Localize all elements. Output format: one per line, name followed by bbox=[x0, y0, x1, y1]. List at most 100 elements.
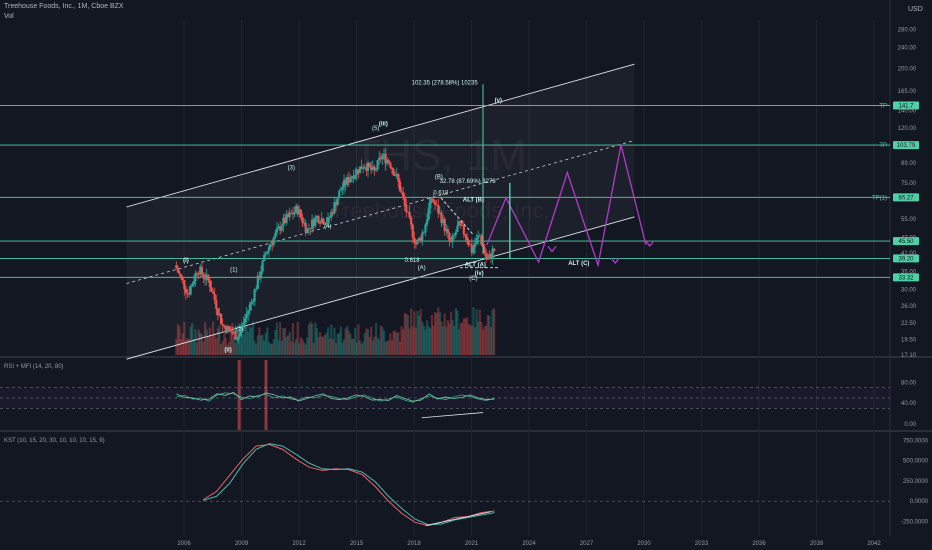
volume-bar bbox=[491, 309, 494, 355]
volume-bar bbox=[197, 329, 200, 355]
volume-bar bbox=[288, 332, 291, 355]
candle bbox=[418, 237, 421, 241]
wave-label: (5) bbox=[372, 126, 379, 132]
candle bbox=[433, 202, 437, 205]
candle bbox=[315, 216, 318, 218]
volume-bar bbox=[478, 309, 481, 355]
candle bbox=[449, 240, 453, 243]
candle bbox=[194, 273, 197, 282]
volume-bar bbox=[446, 320, 449, 355]
volume-bar bbox=[387, 340, 390, 355]
volume-bar bbox=[176, 324, 180, 355]
candle bbox=[184, 288, 188, 293]
volume-bar bbox=[381, 327, 384, 355]
candle bbox=[285, 214, 288, 223]
candle bbox=[336, 198, 339, 206]
volume-bar bbox=[318, 332, 322, 355]
volume-bar bbox=[389, 333, 392, 355]
volume-bar bbox=[223, 333, 226, 355]
candle bbox=[255, 288, 258, 290]
candles bbox=[175, 148, 496, 344]
candle bbox=[242, 323, 245, 326]
price-tick-label: 280.00 bbox=[898, 28, 917, 34]
kst-title: KST (10, 15, 20, 30, 10, 10, 10, 15, 9) bbox=[4, 438, 105, 444]
volume-bar bbox=[408, 328, 411, 355]
volume-bar bbox=[229, 327, 232, 355]
volume-bar bbox=[397, 332, 400, 355]
volume-bar bbox=[449, 311, 453, 355]
volume-bar bbox=[378, 339, 381, 355]
candle bbox=[203, 277, 207, 280]
candle bbox=[387, 160, 390, 163]
candle bbox=[240, 325, 243, 331]
rsi-trendline bbox=[421, 412, 484, 419]
volume-bar bbox=[295, 338, 298, 355]
fib-annotation: 0.618 bbox=[433, 190, 449, 196]
volume-bar bbox=[293, 342, 296, 355]
volume-bar bbox=[306, 337, 309, 355]
level-label: TP(1) bbox=[872, 195, 887, 201]
volume-bar bbox=[211, 321, 215, 355]
candle bbox=[472, 247, 475, 253]
volume-bar bbox=[464, 318, 467, 355]
wave-label: (v) bbox=[495, 98, 502, 104]
candle bbox=[403, 197, 406, 205]
volume-bar bbox=[432, 325, 435, 355]
candle bbox=[295, 206, 298, 213]
price-badge-text: 39.20 bbox=[898, 256, 914, 262]
candle bbox=[180, 274, 183, 278]
volume-bar bbox=[338, 333, 341, 355]
price-badge-text: 66.27 bbox=[898, 195, 914, 201]
volume-bar bbox=[317, 336, 320, 355]
candle bbox=[386, 160, 389, 164]
candle bbox=[224, 326, 227, 333]
candle bbox=[365, 167, 368, 171]
volume-bar bbox=[192, 339, 196, 355]
volume-bar bbox=[264, 332, 267, 355]
volume-bar bbox=[328, 338, 331, 355]
candle bbox=[376, 160, 379, 170]
candle bbox=[382, 153, 386, 156]
candle bbox=[195, 273, 199, 274]
candle bbox=[282, 217, 285, 227]
volume-bar bbox=[472, 306, 475, 355]
price-tick-label: 120.00 bbox=[898, 126, 917, 132]
candle bbox=[422, 232, 426, 234]
volume-bar bbox=[235, 330, 239, 355]
candle bbox=[362, 168, 365, 170]
candle bbox=[400, 191, 403, 193]
candle bbox=[231, 331, 234, 334]
volume-bar bbox=[191, 323, 194, 355]
candle bbox=[478, 235, 481, 237]
candle bbox=[211, 291, 215, 294]
volume-bar bbox=[247, 331, 250, 355]
candle bbox=[263, 254, 266, 261]
volume-bar bbox=[323, 334, 326, 355]
candle bbox=[307, 228, 311, 229]
candle bbox=[253, 289, 256, 302]
candle bbox=[366, 162, 370, 171]
volume-bar bbox=[341, 342, 344, 355]
volume-bar bbox=[448, 323, 451, 355]
candle bbox=[226, 326, 229, 333]
volume-bar bbox=[330, 324, 333, 355]
candle bbox=[288, 212, 291, 218]
candle bbox=[405, 204, 408, 213]
wave-label: (iii) bbox=[379, 121, 388, 127]
kst-trendline bbox=[425, 511, 491, 526]
rsi-title: RSI + MFI (14, 20, 80) bbox=[4, 364, 64, 370]
candle bbox=[266, 251, 269, 254]
candle bbox=[457, 221, 461, 226]
candle bbox=[441, 218, 445, 223]
candle bbox=[210, 287, 213, 292]
candle bbox=[290, 212, 293, 214]
volume-bar bbox=[437, 307, 440, 355]
volume-bar bbox=[374, 323, 378, 355]
candle bbox=[459, 221, 462, 226]
price-tick-label: 30.00 bbox=[901, 288, 917, 294]
parallel-channel bbox=[126, 63, 635, 360]
volume-bar bbox=[287, 335, 290, 355]
volume-bar bbox=[411, 326, 414, 355]
volume-bar bbox=[362, 341, 365, 355]
